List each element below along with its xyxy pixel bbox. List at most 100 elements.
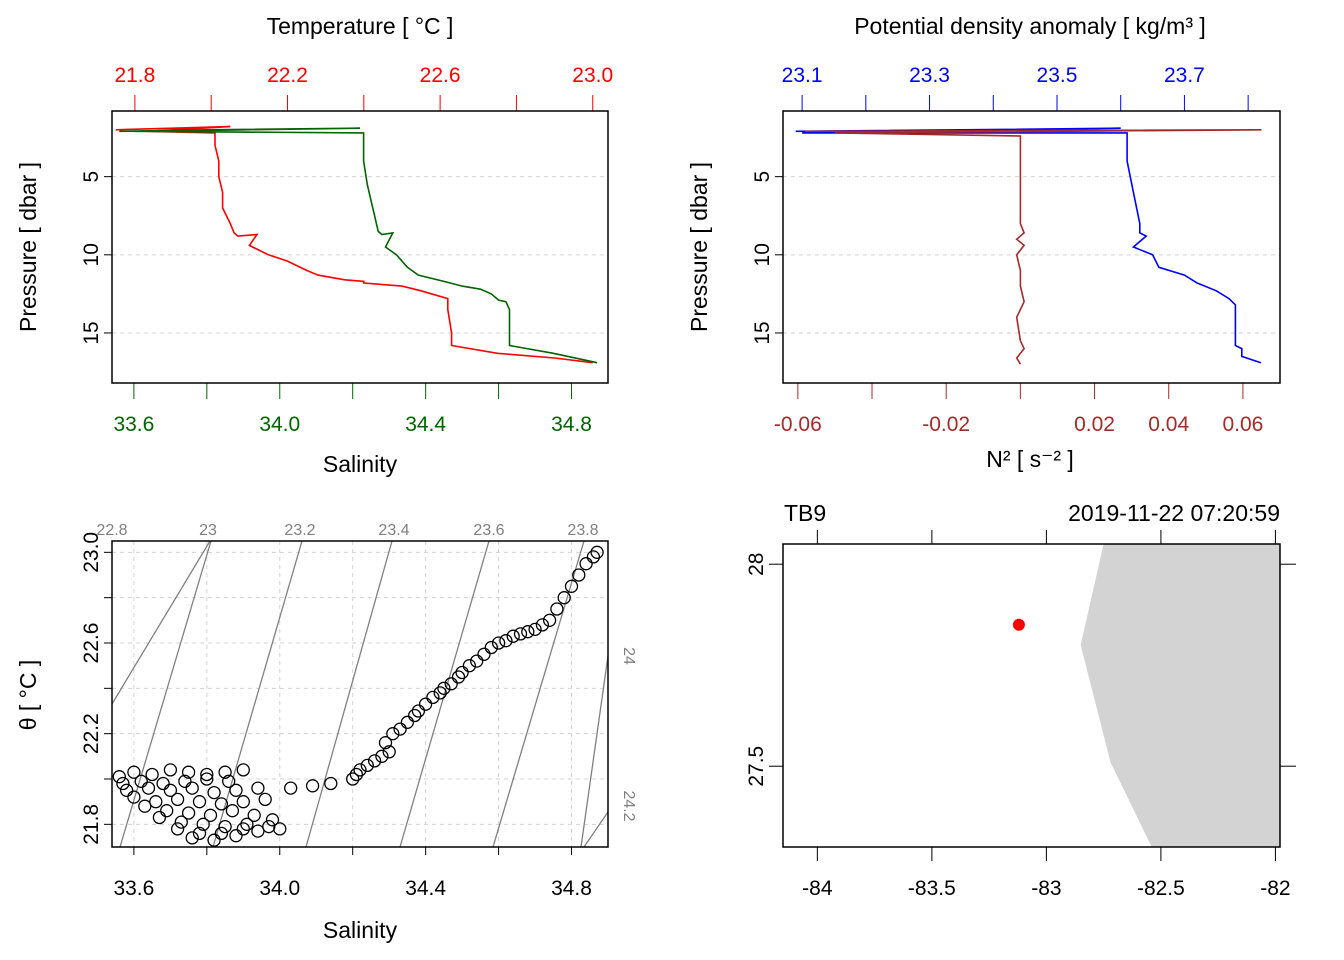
- isopycnal-label: 23.6: [473, 522, 504, 539]
- isopycnal-line: [212, 541, 303, 847]
- ts-point: [178, 774, 192, 788]
- ts-plot-frame: [111, 540, 609, 848]
- temperature-tick-label: 22.2: [267, 64, 308, 87]
- ts-point: [444, 677, 458, 691]
- ts-point: [251, 824, 265, 838]
- ts-y-tick-label: 21.8: [80, 804, 103, 845]
- ts-point: [152, 810, 167, 825]
- density-axis-title: Potential density anomaly [ kg/m³ ]: [854, 13, 1206, 39]
- ts-point: [181, 806, 196, 820]
- n2-tick-label: 0.02: [1074, 413, 1115, 436]
- ts-point: [127, 765, 141, 779]
- ts-point: [477, 647, 491, 661]
- ts-point: [149, 795, 163, 809]
- isopycnal-label: 22.8: [96, 522, 127, 539]
- ts-point: [229, 829, 243, 843]
- ts-point: [138, 799, 152, 813]
- ts-point: [400, 715, 415, 729]
- isopycnal-line: [305, 541, 393, 847]
- ts-point: [360, 758, 374, 773]
- ts-points: [112, 545, 604, 847]
- ts-point: [170, 792, 185, 807]
- ts-point: [484, 640, 498, 655]
- ts-point: [513, 627, 528, 641]
- ts-point: [185, 781, 199, 795]
- isopycnal-line: [492, 541, 585, 847]
- n2-axis-title: N² [ s⁻² ]: [986, 446, 1074, 472]
- isopycnal-label: 23.2: [284, 522, 315, 539]
- ts-point: [200, 772, 214, 786]
- map-frame: [782, 543, 1281, 848]
- ts-point: [163, 783, 178, 797]
- ts-point: [225, 804, 240, 818]
- salinity-profile-line: [119, 127, 598, 364]
- ts-point: [305, 779, 320, 793]
- ts-point: [382, 745, 396, 759]
- ts-point: [174, 815, 188, 829]
- n2-profile-line: [805, 129, 1262, 365]
- salinity-axis-title: Salinity: [323, 451, 398, 477]
- temperature-profile-line: [115, 125, 593, 364]
- ts-point: [247, 808, 261, 822]
- ts-point: [590, 545, 604, 559]
- ts-point: [535, 618, 550, 632]
- ts-point: [349, 767, 364, 782]
- ts-point: [156, 776, 170, 791]
- ts-point: [218, 765, 232, 779]
- ts-point: [207, 785, 221, 800]
- ts-point: [528, 622, 542, 637]
- ts-y-tick-label: 23.0: [80, 532, 103, 573]
- ts-x-tick-label: 34.0: [259, 877, 300, 900]
- pressure-tick-label: 5: [80, 171, 103, 183]
- isopycnal-label: 23: [199, 522, 217, 539]
- land-area: [1080, 544, 1280, 847]
- latitude-tick-label: 28: [745, 553, 768, 576]
- station-name: TB9: [784, 500, 826, 526]
- ts-point: [353, 763, 367, 777]
- salinity-temperature-plot-frame: [111, 110, 609, 384]
- station-datetime: 2019-11-22 07:20:59: [1068, 500, 1280, 526]
- ts-point: [236, 822, 250, 836]
- isopycnal-lines: [112, 541, 608, 847]
- ts-x-tick-label: 34.8: [551, 877, 592, 900]
- ts-point: [579, 557, 593, 571]
- isopycnal-label: 23.8: [567, 522, 598, 539]
- density-profile-line: [795, 127, 1262, 364]
- ts-point: [506, 629, 520, 643]
- isopycnal-line: [112, 541, 211, 705]
- ts-point: [557, 591, 571, 605]
- ts-point: [550, 602, 564, 616]
- pressure-axis-title-2: Pressure [ dbar ]: [686, 162, 712, 332]
- ts-x-tick-label: 33.6: [113, 877, 154, 900]
- isopycnal-line: [119, 541, 212, 847]
- density-n2-panel: Potential density anomaly [ kg/m³ ] N² […: [686, 13, 1281, 472]
- ts-point: [375, 749, 389, 763]
- pressure-tick-label: 15: [751, 321, 774, 344]
- isopycnal-label: 24: [620, 647, 637, 665]
- ts-point: [564, 579, 579, 593]
- ts-point: [258, 792, 272, 807]
- temperature-tick-label: 21.8: [114, 64, 155, 87]
- n2-tick-label: 0.06: [1222, 413, 1263, 436]
- n2-tick-label: 0.04: [1148, 413, 1189, 436]
- salinity-temperature-panel: Temperature [ °C ] Salinity Pressure [ d…: [15, 13, 613, 477]
- ts-point: [408, 708, 422, 723]
- ts-point: [324, 776, 338, 791]
- temperature-axis-title: Temperature [ °C ]: [267, 13, 454, 39]
- ts-point: [192, 826, 207, 841]
- ts-point: [116, 776, 130, 791]
- ts-y-tick-label: 22.2: [80, 713, 103, 754]
- ts-point: [214, 797, 229, 811]
- ts-point: [145, 767, 159, 782]
- ts-point: [418, 697, 433, 711]
- salinity-tick-label: 34.8: [551, 413, 592, 436]
- ts-point: [119, 783, 134, 797]
- density-tick-label: 23.1: [782, 64, 823, 87]
- ts-point: [236, 763, 250, 777]
- ts-point: [521, 625, 535, 639]
- ts-point: [240, 817, 254, 831]
- salinity-tick-label: 34.4: [405, 413, 446, 436]
- isopycnal-line: [580, 655, 608, 847]
- ts-point: [542, 613, 557, 627]
- longitude-tick-label: -83.5: [908, 877, 956, 900]
